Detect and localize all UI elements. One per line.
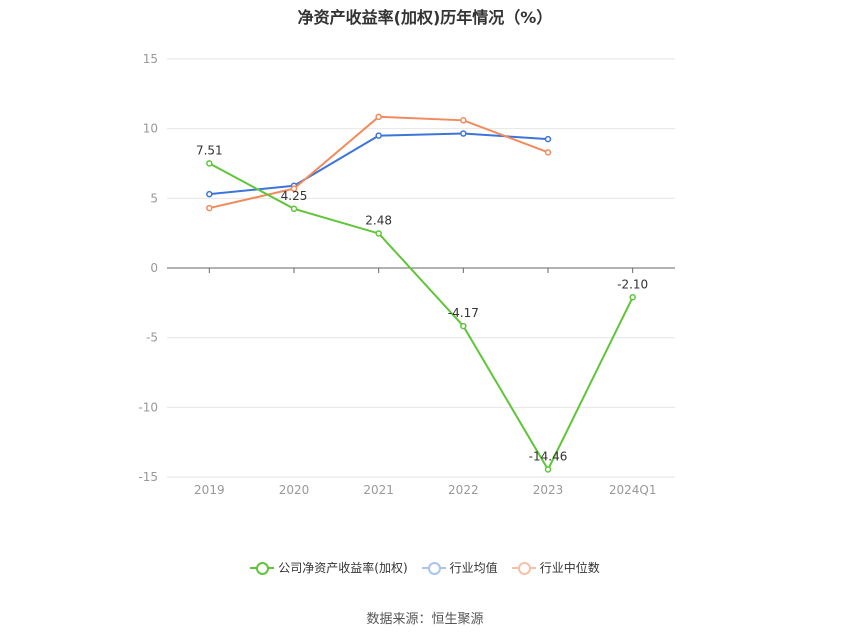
data-label: -14.46 bbox=[529, 449, 568, 463]
y-tick-label: -5 bbox=[146, 331, 158, 345]
x-tick-label: 2021 bbox=[363, 483, 394, 497]
series-line bbox=[208, 162, 634, 472]
y-tick-label: -15 bbox=[138, 470, 158, 484]
chart-title: 净资产收益率(加权)历年情况（%） bbox=[297, 8, 553, 27]
data-point bbox=[375, 132, 382, 139]
y-tick-label: -10 bbox=[138, 400, 158, 414]
data-label: 4.25 bbox=[281, 189, 308, 203]
data-point bbox=[290, 205, 298, 213]
series-lines bbox=[206, 113, 636, 473]
y-tick-label: 5 bbox=[150, 191, 158, 205]
y-tick-label: 0 bbox=[150, 261, 158, 275]
data-label: -4.17 bbox=[448, 306, 479, 320]
data-point bbox=[206, 204, 213, 212]
data-labels: 7.51 4.25 2.48 -4.17 -14.46 -2.10 bbox=[196, 143, 648, 463]
x-tick-label: 2024Q1 bbox=[609, 483, 657, 497]
legend-label: 行业均值 bbox=[449, 561, 498, 575]
data-point bbox=[290, 185, 298, 192]
data-point bbox=[460, 130, 467, 137]
data-point bbox=[629, 294, 636, 301]
data-point bbox=[375, 230, 382, 237]
x-tick-label: 2020 bbox=[279, 483, 310, 497]
data-point bbox=[544, 466, 552, 473]
legend-marker-icon bbox=[421, 561, 446, 575]
y-tick-label: 15 bbox=[143, 52, 158, 66]
data-point bbox=[544, 135, 552, 143]
x-tick-label: 2022 bbox=[448, 483, 479, 497]
legend-marker-icon bbox=[250, 561, 275, 575]
legend-item-industry-mean[interactable]: 行业均值 bbox=[421, 559, 498, 576]
data-label: -2.10 bbox=[617, 277, 648, 291]
legend: 公司净资产收益率(加权) 行业均值 行业中位数 bbox=[0, 559, 850, 576]
legend-item-company[interactable]: 公司净资产收益率(加权) bbox=[250, 559, 408, 576]
grid-lines bbox=[167, 58, 675, 478]
y-tick-label: 10 bbox=[143, 122, 158, 136]
source-note: 数据来源：恒生聚源 bbox=[366, 612, 484, 627]
series-line bbox=[209, 115, 549, 210]
data-point bbox=[544, 149, 552, 156]
x-tick-label: 2023 bbox=[533, 483, 564, 497]
data-point bbox=[206, 190, 213, 198]
data-label: 2.48 bbox=[365, 213, 392, 227]
legend-label: 公司净资产收益率(加权) bbox=[278, 561, 408, 575]
data-label: 7.51 bbox=[196, 143, 223, 157]
axes: 15 10 5 0 -5 -10 -15 2019 2020 2021 2022 2023 2024Q1 bbox=[138, 52, 656, 497]
data-point bbox=[460, 322, 467, 330]
legend-item-industry-median[interactable]: 行业中位数 bbox=[511, 559, 600, 576]
data-point bbox=[206, 160, 213, 167]
series-line bbox=[209, 132, 549, 196]
legend-label: 行业中位数 bbox=[539, 561, 600, 575]
x-tick-label: 2019 bbox=[194, 483, 225, 497]
data-point bbox=[375, 113, 382, 121]
data-point bbox=[460, 117, 467, 124]
legend-marker-icon bbox=[511, 561, 536, 575]
